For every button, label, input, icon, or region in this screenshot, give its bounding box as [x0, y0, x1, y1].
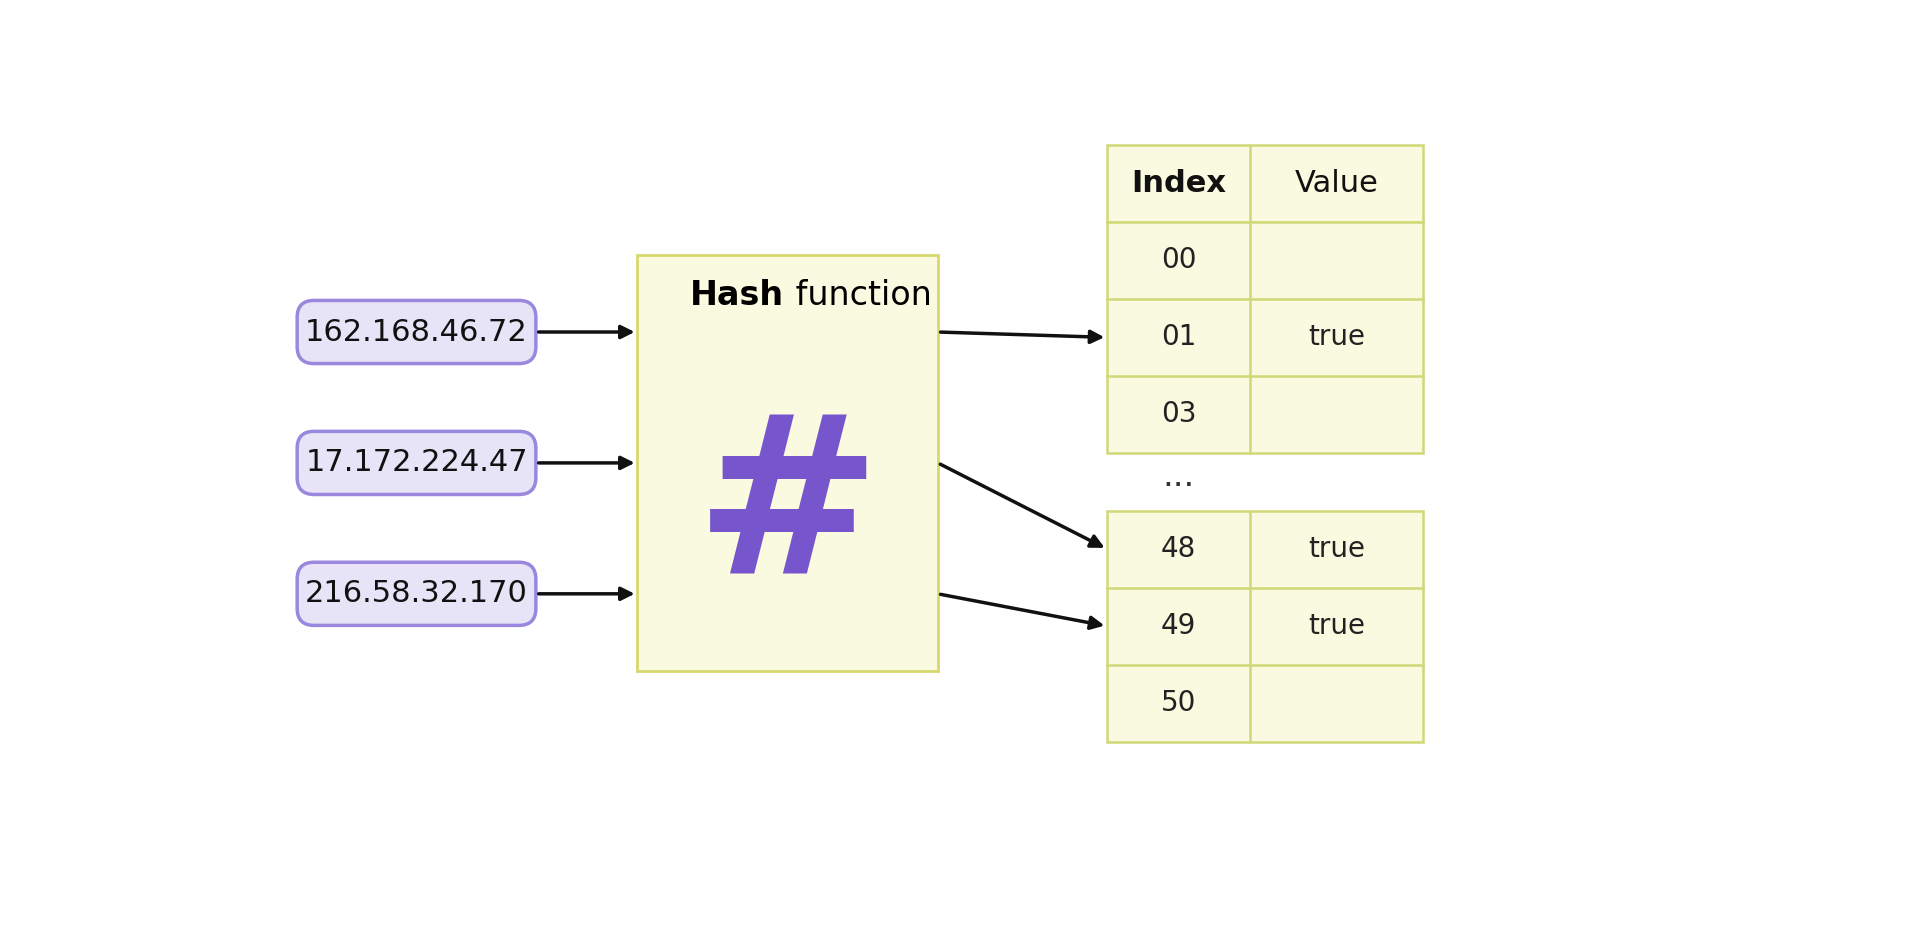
- Text: true: true: [1308, 324, 1365, 352]
- Text: 00: 00: [1162, 247, 1196, 275]
- FancyBboxPatch shape: [298, 431, 536, 494]
- Text: true: true: [1308, 536, 1365, 563]
- Text: 49: 49: [1162, 613, 1196, 640]
- Text: Value: Value: [1294, 169, 1379, 198]
- Text: Index: Index: [1131, 169, 1227, 198]
- Text: 17.172.224.47: 17.172.224.47: [305, 448, 528, 477]
- Text: 50: 50: [1162, 689, 1196, 718]
- Text: 48: 48: [1162, 536, 1196, 563]
- Text: 216.58.32.170: 216.58.32.170: [305, 580, 528, 609]
- FancyBboxPatch shape: [298, 300, 536, 364]
- Text: #: #: [695, 406, 881, 620]
- Bar: [1108, 222, 1423, 453]
- Text: true: true: [1308, 613, 1365, 640]
- Bar: [1108, 144, 1423, 222]
- Text: 162.168.46.72: 162.168.46.72: [305, 317, 528, 346]
- Text: ...: ...: [1162, 460, 1194, 492]
- Text: function: function: [785, 279, 933, 311]
- Bar: [637, 255, 937, 671]
- Bar: [1108, 510, 1423, 742]
- FancyBboxPatch shape: [298, 562, 536, 626]
- Text: 01: 01: [1162, 324, 1196, 352]
- Text: 03: 03: [1162, 401, 1196, 429]
- Text: Hash: Hash: [689, 279, 783, 311]
